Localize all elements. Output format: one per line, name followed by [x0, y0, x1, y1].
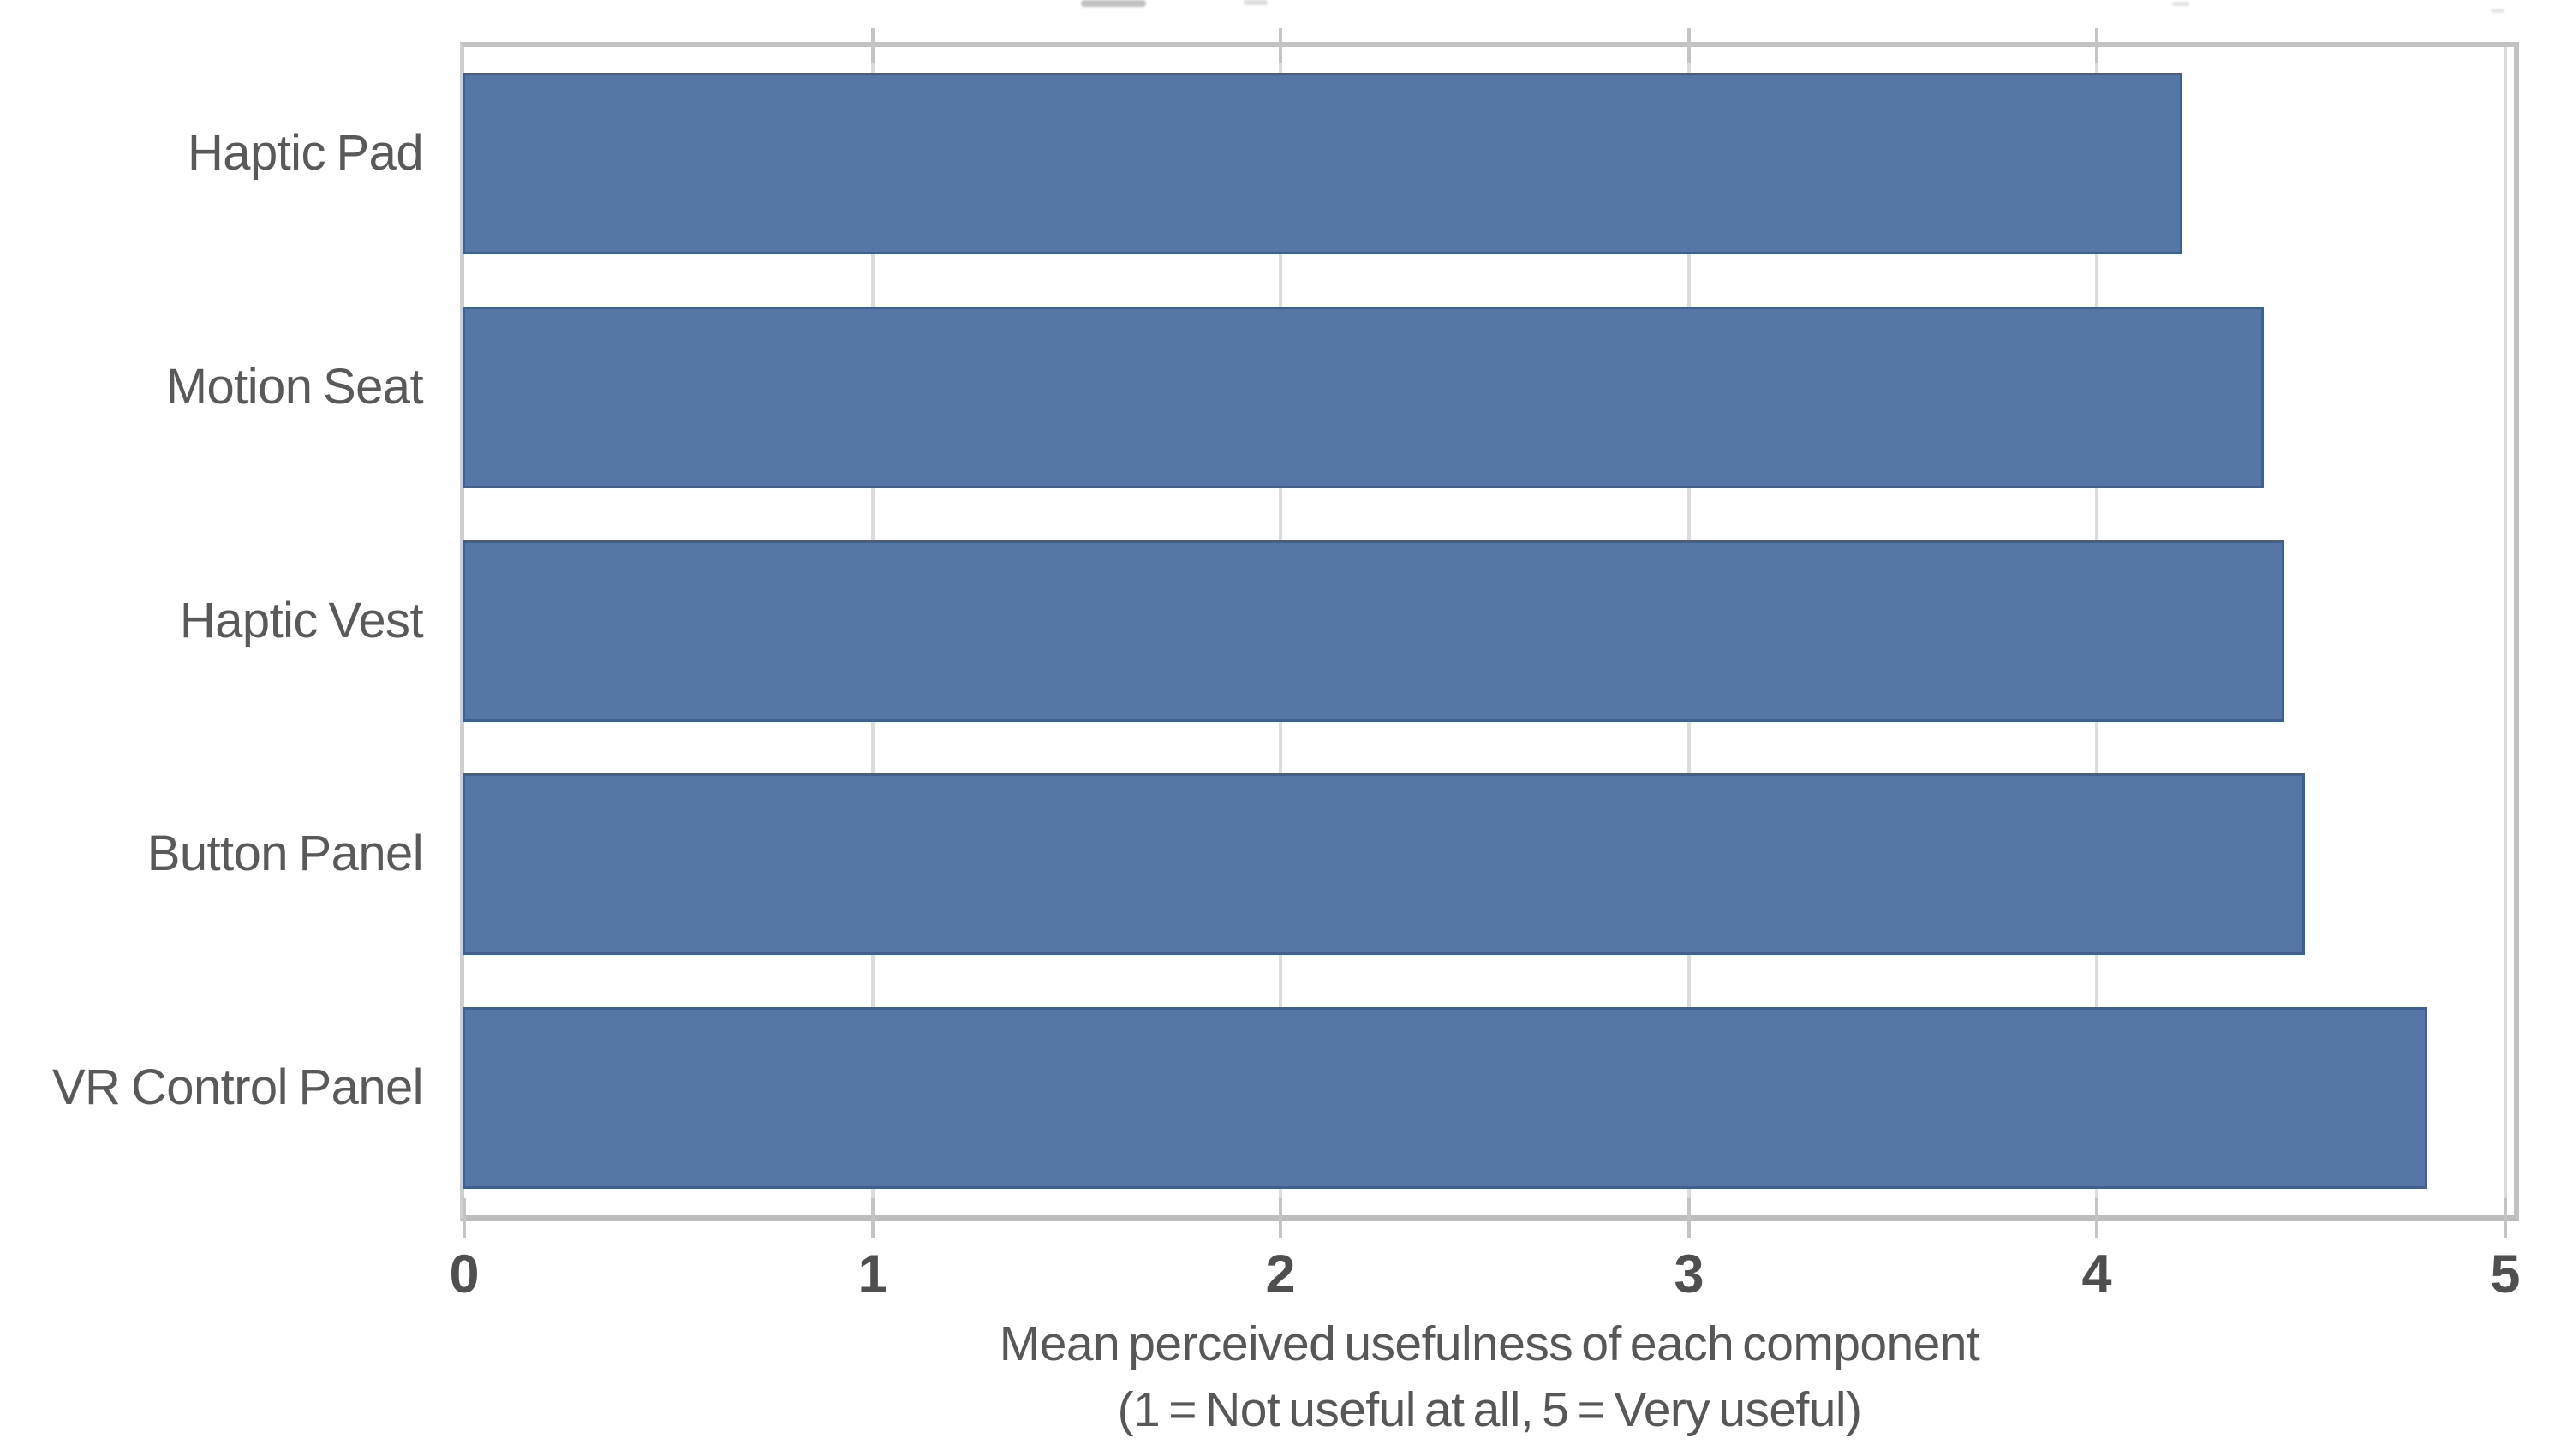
x-tick-label-2: 2	[1265, 1244, 1296, 1304]
tick-bottom-5	[2504, 1198, 2507, 1238]
x-axis-title: Mean perceived usefulness of each compon…	[460, 1311, 2519, 1443]
bar-haptic-pad	[463, 73, 2182, 254]
x-axis-title-line2: (1 = Not useful at all, 5 = Very useful)	[1117, 1382, 1862, 1437]
bar-button-panel	[463, 773, 2305, 955]
x-tick-label-3: 3	[1674, 1244, 1704, 1304]
x-tick-label-4: 4	[2081, 1244, 2112, 1304]
tick-top-4	[2095, 28, 2098, 63]
x-axis-title-line1: Mean perceived usefulness of each compon…	[999, 1316, 1980, 1371]
cropped-title-remnant	[2491, 9, 2504, 13]
gridline-x-5	[2504, 47, 2507, 1215]
y-axis-label-vr-control-panel: VR Control Panel	[51, 1059, 424, 1115]
x-tick-label-0: 0	[449, 1244, 480, 1304]
y-axis-labels: Haptic Pad Motion Seat Haptic Vest Button P…	[0, 42, 424, 1210]
cropped-title-remnant	[1244, 0, 1268, 5]
y-axis-label-motion-seat: Motion Seat	[165, 359, 424, 415]
tick-bottom-0	[463, 1198, 466, 1238]
bar-motion-seat	[463, 307, 2264, 488]
x-tick-label-5: 5	[2490, 1244, 2521, 1304]
tick-bottom-3	[1687, 1198, 1691, 1238]
tick-bottom-4	[2095, 1198, 2098, 1238]
y-axis-label-button-panel: Button Panel	[146, 826, 424, 881]
bar-vr-control-panel	[463, 1007, 2427, 1189]
y-axis-label-haptic-pad: Haptic Pad	[187, 125, 424, 181]
cropped-title-remnant	[1081, 0, 1146, 7]
tick-top-2	[1279, 28, 1282, 63]
tick-bottom-2	[1279, 1198, 1282, 1238]
tick-top-1	[871, 28, 875, 63]
cropped-title-remnant	[2172, 2, 2189, 6]
tick-top-3	[1687, 28, 1691, 63]
bar-haptic-vest	[463, 540, 2284, 722]
x-tick-label-1: 1	[857, 1244, 888, 1304]
plot-area	[460, 28, 2519, 1238]
tick-bottom-1	[871, 1198, 875, 1238]
y-axis-label-haptic-vest: Haptic Vest	[179, 593, 424, 648]
